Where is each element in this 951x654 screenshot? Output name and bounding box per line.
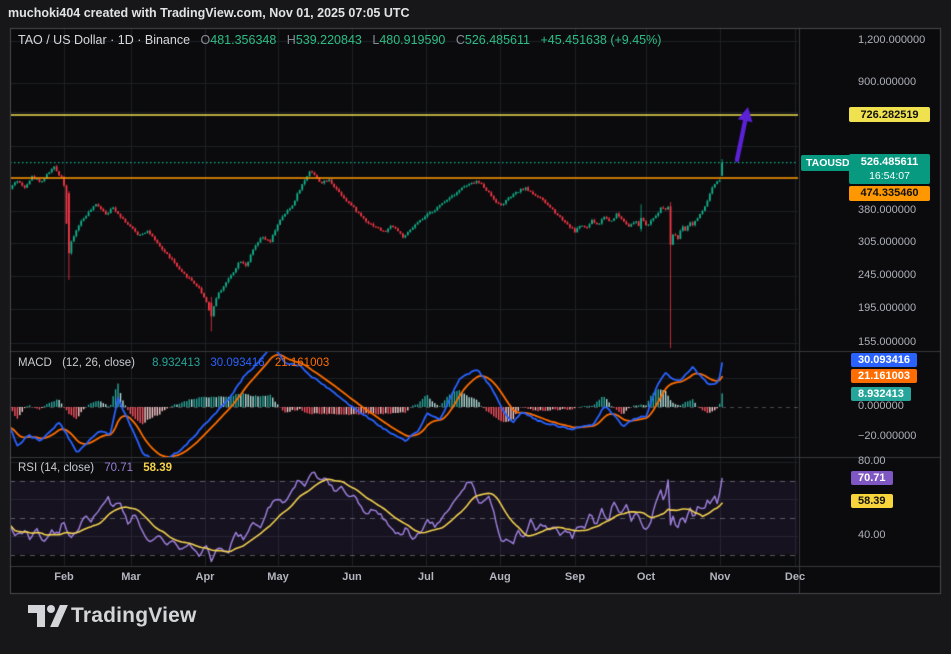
rsi-value-badge: 70.71 [851,471,893,485]
macd-title[interactable]: MACD (12, 26, close) [18,357,142,369]
high-label: H [287,33,296,47]
change-value: +45.451638 (+9.45%) [540,33,661,47]
high-value: 539.220843 [296,33,362,47]
macd-axis-tick: −20.000000 [858,430,916,442]
current-price-badge: 526.485611 16:54:07 [849,154,930,184]
time-axis-month-dec: Dec [785,571,805,583]
rsi-title[interactable]: RSI (14, close) [18,462,94,474]
open-label: O [201,33,211,47]
rsi-legend: RSI (14, close) 70.71 58.39 [18,462,179,474]
macd-line-value: 30.093416 [210,357,264,369]
symbol-ohlc-row: TAO / US Dollar · 1D · Binance O481.3563… [18,33,668,47]
close-value: 526.485611 [465,33,530,47]
time-axis-month-may: May [267,571,288,583]
time-axis-month-oct: Oct [637,571,655,583]
price-axis-tick: 305.000000 [858,236,916,248]
macd-signal-value: 21.161003 [275,357,329,369]
time-axis-month-jun: Jun [342,571,362,583]
tradingview-logo[interactable]: TradingView [28,604,197,628]
time-axis-month-nov: Nov [710,571,731,583]
price-axis-tick: 195.000000 [858,302,916,314]
tradingview-widget: muchoki404 created with TradingView.com,… [0,0,951,654]
macd-line-badge: 30.093416 [851,353,917,367]
symbol-title[interactable]: TAO / US Dollar · 1D · Binance [18,33,190,47]
support-line-price-badge: 474.335460 [849,186,930,201]
tradingview-brand-text: TradingView [71,604,197,628]
symbol-price-chip: TAOUSD [801,155,855,171]
macd-hist-value: 8.932413 [152,357,200,369]
attribution-text: muchoki404 created with TradingView.com,… [8,6,410,20]
macd-signal-badge: 21.161003 [851,369,917,383]
tradingview-logo-icon [28,604,62,628]
close-label: C [456,33,465,47]
time-axis-month-aug: Aug [489,571,510,583]
rsi-ma-value: 58.39 [143,462,172,474]
price-axis-tick: 1,200.000000 [858,34,925,46]
macd-legend: MACD (12, 26, close) 8.932413 30.093416 … [18,357,336,369]
price-axis-tick: 380.000000 [858,204,916,216]
rsi-axis-tick: 40.00 [858,529,886,541]
low-value: 480.919590 [379,33,445,47]
time-axis-month-jul: Jul [418,571,434,583]
time-axis-month-feb: Feb [54,571,74,583]
countdown-timer: 16:54:07 [849,169,930,183]
price-axis-tick: 155.000000 [858,336,916,348]
target-line-price-badge: 726.282519 [849,107,930,122]
time-axis-month-mar: Mar [121,571,141,583]
chart-canvas[interactable] [0,0,951,654]
price-axis-tick: 245.000000 [858,269,916,281]
rsi-value: 70.71 [104,462,133,474]
time-axis-month-sep: Sep [565,571,585,583]
macd-hist-badge: 8.932413 [851,387,911,401]
price-axis-tick: 900.000000 [858,76,916,88]
current-price-value: 526.485611 [849,155,930,169]
macd-axis-tick: 0.000000 [858,400,904,412]
rsi-axis-tick: 80.00 [858,455,886,467]
time-axis-month-apr: Apr [196,571,215,583]
rsi-ma-value-badge: 58.39 [851,494,893,508]
open-value: 481.356348 [210,33,276,47]
